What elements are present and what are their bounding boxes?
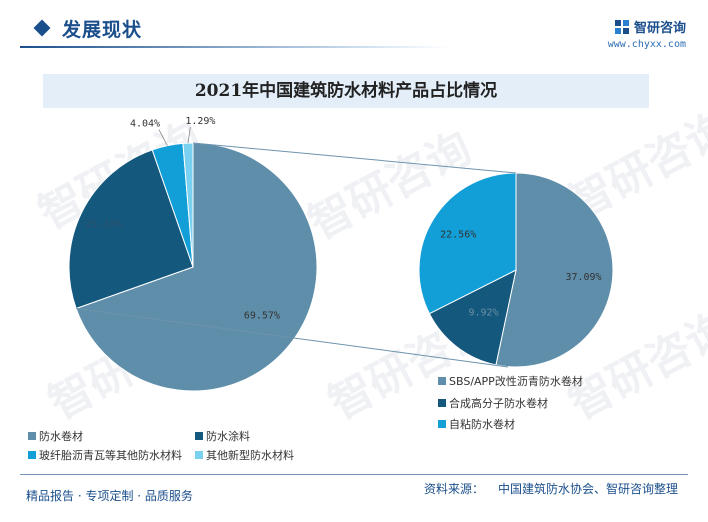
legend-label: 防水卷材 [39, 430, 83, 443]
legend-label: 防水涂料 [206, 430, 250, 443]
data-label: 69.57% [244, 311, 280, 322]
legend-item: 玻纤胎沥青瓦等其他防水材料 [28, 449, 182, 463]
legend-swatch [28, 432, 36, 440]
data-label: 4.04% [130, 119, 160, 130]
legend-label: 玻纤胎沥青瓦等其他防水材料 [39, 449, 182, 462]
legend-label: 合成高分子防水卷材 [449, 397, 548, 410]
legend-swatch [195, 451, 203, 459]
sub-pie-slice [495, 172, 614, 368]
brand-name: 智研咨询 [633, 21, 686, 36]
legend-item: 合成高分子防水卷材 [438, 397, 548, 411]
sub-pie-slice [418, 172, 517, 315]
legend-item: 防水卷材 [28, 430, 83, 444]
leader-line [187, 127, 191, 144]
source-label: 资料来源： [423, 482, 484, 496]
legend-label: 自粘防水卷材 [449, 418, 515, 431]
source-note: 资料来源： 中国建筑防水协会、智研咨询整理 [424, 480, 678, 497]
source-text: 中国建筑防水协会、智研咨询整理 [497, 482, 678, 496]
brand-url[interactable]: www.chyxx.com [607, 39, 686, 50]
tagline: 精品报告 · 专项定制 · 品质服务 [26, 489, 193, 503]
pie-slice [182, 142, 194, 268]
header-divider [20, 46, 450, 48]
legend-item: 防水涂料 [195, 430, 250, 444]
brand-logo-icon [614, 19, 629, 34]
connector-line [76, 307, 509, 368]
legend-swatch [438, 377, 446, 385]
legend-item: 其他新型防水材料 [195, 449, 294, 463]
data-label: 25.10% [86, 219, 122, 230]
legend-item: 自粘防水卷材 [438, 418, 515, 432]
legend-label: 其他新型防水材料 [206, 449, 294, 462]
pie-slice [68, 149, 194, 310]
legend-label: SBS/APP改性沥青防水卷材 [449, 375, 583, 388]
legend-swatch [438, 420, 446, 428]
legend-swatch [28, 451, 36, 459]
brand: 智研咨询 www.chyxx.com [608, 16, 686, 50]
data-label: 37.09% [565, 272, 601, 283]
connector-line [192, 142, 517, 174]
chart-title-band: 2021年中国建筑防水材料产品占比情况 [43, 74, 649, 108]
footer-divider [20, 474, 688, 475]
chart-title: 2021年中国建筑防水材料产品占比情况 [194, 81, 498, 101]
data-label: 9.92% [468, 307, 498, 318]
page-title: 发展现状 [62, 19, 143, 41]
legend-swatch [195, 432, 203, 440]
data-label: 1.29% [185, 116, 215, 127]
sub-pie-slice [428, 269, 517, 366]
legend-item: SBS/APP改性沥青防水卷材 [438, 375, 583, 389]
header: 发展现状 智研咨询 www.chyxx.com [0, 0, 708, 62]
data-label: 22.56% [440, 229, 476, 240]
legend-swatch [438, 399, 446, 407]
leader-line [158, 129, 168, 146]
